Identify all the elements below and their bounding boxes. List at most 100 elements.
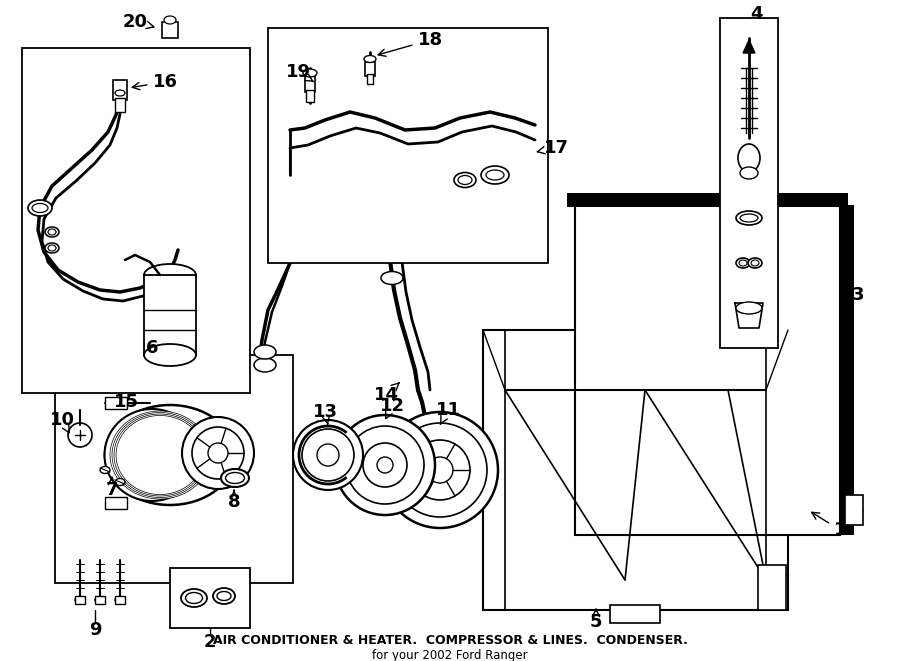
Ellipse shape: [736, 258, 750, 268]
Circle shape: [335, 415, 435, 515]
Text: 16: 16: [132, 73, 177, 91]
Circle shape: [68, 423, 92, 447]
Ellipse shape: [481, 166, 509, 184]
Bar: [758, 565, 786, 610]
Ellipse shape: [381, 272, 403, 284]
Ellipse shape: [95, 596, 105, 603]
Bar: [115, 596, 125, 604]
Bar: [575, 205, 840, 535]
Bar: [113, 80, 127, 100]
Bar: [105, 397, 127, 409]
Ellipse shape: [740, 214, 758, 222]
Circle shape: [393, 423, 487, 517]
Circle shape: [377, 457, 393, 473]
Bar: [845, 495, 863, 525]
Ellipse shape: [45, 227, 59, 237]
Ellipse shape: [75, 596, 85, 603]
Bar: [55, 355, 293, 583]
Ellipse shape: [458, 176, 472, 184]
Ellipse shape: [144, 264, 196, 286]
Circle shape: [317, 444, 339, 466]
Bar: [115, 98, 125, 112]
Text: 4: 4: [750, 5, 762, 23]
Ellipse shape: [45, 243, 59, 253]
Text: 15: 15: [113, 393, 139, 411]
Bar: [367, 74, 373, 84]
Ellipse shape: [486, 170, 504, 180]
Ellipse shape: [110, 411, 210, 499]
Ellipse shape: [740, 167, 758, 179]
Bar: [144, 275, 196, 355]
Text: 10: 10: [50, 411, 75, 433]
Ellipse shape: [213, 588, 235, 604]
Ellipse shape: [303, 69, 317, 77]
Text: AIR CONDITIONER & HEATER.  COMPRESSOR & LINES.  CONDENSER.: AIR CONDITIONER & HEATER. COMPRESSOR & L…: [212, 633, 688, 646]
Ellipse shape: [115, 479, 125, 485]
Bar: [483, 330, 788, 610]
Bar: [22, 48, 250, 393]
Ellipse shape: [104, 409, 200, 501]
Circle shape: [293, 420, 363, 490]
Ellipse shape: [48, 245, 56, 251]
Text: 14: 14: [374, 383, 399, 404]
Polygon shape: [735, 303, 763, 328]
Circle shape: [192, 427, 244, 479]
Bar: [306, 90, 314, 102]
Bar: [170, 568, 250, 628]
Circle shape: [208, 443, 228, 463]
Circle shape: [182, 417, 254, 489]
Ellipse shape: [144, 344, 196, 366]
Text: for your 2002 Ford Ranger: for your 2002 Ford Ranger: [373, 648, 527, 661]
Ellipse shape: [739, 260, 747, 266]
Bar: [567, 193, 848, 207]
Ellipse shape: [736, 302, 762, 314]
Bar: [75, 596, 85, 604]
Text: 6: 6: [146, 339, 158, 357]
Bar: [610, 605, 660, 623]
Circle shape: [427, 457, 453, 483]
Ellipse shape: [738, 144, 760, 172]
Ellipse shape: [454, 173, 476, 188]
Bar: [365, 62, 375, 76]
Ellipse shape: [217, 592, 231, 600]
Circle shape: [382, 412, 498, 528]
Ellipse shape: [105, 405, 235, 505]
Ellipse shape: [114, 414, 206, 496]
Circle shape: [346, 426, 424, 504]
Bar: [268, 28, 548, 263]
Ellipse shape: [48, 229, 56, 235]
Text: 12: 12: [380, 397, 404, 418]
Text: 7: 7: [106, 477, 118, 499]
Text: 18: 18: [378, 31, 443, 56]
Circle shape: [410, 440, 470, 500]
Ellipse shape: [112, 412, 208, 498]
Bar: [720, 18, 778, 348]
Ellipse shape: [28, 200, 52, 216]
Ellipse shape: [185, 592, 202, 603]
Bar: [144, 275, 196, 355]
Ellipse shape: [751, 260, 759, 266]
Ellipse shape: [164, 16, 176, 24]
Bar: [95, 596, 105, 604]
Ellipse shape: [181, 589, 207, 607]
Text: 19: 19: [285, 63, 313, 81]
Bar: [105, 497, 127, 509]
Ellipse shape: [116, 416, 204, 494]
Ellipse shape: [736, 211, 762, 225]
Circle shape: [302, 429, 354, 481]
Ellipse shape: [254, 358, 276, 372]
Ellipse shape: [100, 467, 110, 473]
Text: 20: 20: [122, 13, 154, 31]
Ellipse shape: [254, 345, 276, 359]
Bar: [162, 22, 178, 38]
Text: 5: 5: [590, 609, 602, 631]
Ellipse shape: [221, 469, 249, 487]
Text: 1: 1: [812, 512, 846, 539]
Text: 8: 8: [228, 490, 240, 511]
Text: 13: 13: [312, 403, 338, 424]
Bar: [840, 205, 854, 535]
Text: 3: 3: [843, 286, 864, 307]
Ellipse shape: [115, 90, 125, 96]
Ellipse shape: [364, 56, 376, 63]
Text: 17: 17: [537, 139, 569, 157]
